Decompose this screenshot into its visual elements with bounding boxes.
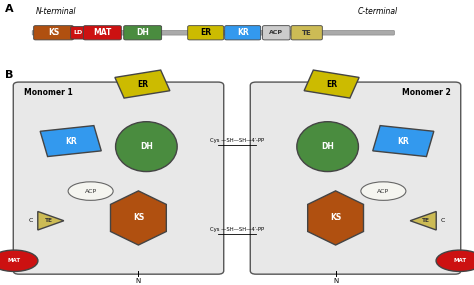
- Text: C: C: [441, 218, 445, 223]
- FancyBboxPatch shape: [291, 26, 322, 40]
- Text: MAT: MAT: [453, 258, 466, 263]
- Text: DH: DH: [140, 142, 153, 151]
- Text: KS: KS: [133, 213, 144, 223]
- FancyBboxPatch shape: [32, 30, 394, 35]
- Ellipse shape: [297, 122, 358, 172]
- Text: Monomer 1: Monomer 1: [24, 88, 73, 97]
- Text: MAT: MAT: [8, 258, 21, 263]
- Polygon shape: [410, 211, 436, 230]
- Polygon shape: [110, 191, 166, 245]
- Text: DH: DH: [136, 28, 149, 37]
- Text: MAT: MAT: [93, 28, 111, 37]
- Text: ER: ER: [326, 80, 337, 89]
- Text: Monomer 2: Monomer 2: [401, 88, 450, 97]
- Text: DH: DH: [321, 142, 334, 151]
- Text: N-terminal: N-terminal: [36, 7, 76, 16]
- Text: C-terminal: C-terminal: [358, 7, 398, 16]
- Text: KR: KR: [65, 137, 77, 146]
- Text: N: N: [333, 278, 338, 284]
- Polygon shape: [373, 126, 434, 156]
- FancyBboxPatch shape: [225, 26, 261, 40]
- Text: Cys —SH—SH—4′-PP: Cys —SH—SH—4′-PP: [210, 227, 264, 232]
- Text: TE: TE: [45, 218, 53, 223]
- Text: TE: TE: [421, 218, 429, 223]
- FancyBboxPatch shape: [13, 82, 224, 274]
- FancyBboxPatch shape: [83, 26, 121, 40]
- Ellipse shape: [361, 182, 406, 200]
- Polygon shape: [115, 70, 170, 98]
- FancyBboxPatch shape: [250, 82, 461, 274]
- Text: A: A: [5, 4, 13, 14]
- Text: ER: ER: [200, 28, 211, 37]
- Text: KR: KR: [397, 137, 409, 146]
- Polygon shape: [308, 191, 364, 245]
- Text: KR: KR: [237, 28, 248, 37]
- Ellipse shape: [436, 250, 474, 271]
- Ellipse shape: [0, 250, 38, 271]
- Text: LD: LD: [74, 30, 83, 35]
- Polygon shape: [304, 70, 359, 98]
- Ellipse shape: [116, 122, 177, 172]
- Ellipse shape: [68, 182, 113, 200]
- FancyBboxPatch shape: [263, 26, 290, 40]
- Text: ACP: ACP: [84, 189, 97, 194]
- FancyBboxPatch shape: [71, 27, 86, 39]
- Text: KS: KS: [48, 28, 59, 37]
- Polygon shape: [38, 211, 64, 230]
- Text: ACP: ACP: [377, 189, 390, 194]
- Text: TE: TE: [302, 30, 311, 36]
- Text: N: N: [136, 278, 141, 284]
- FancyBboxPatch shape: [188, 26, 224, 40]
- Text: KS: KS: [330, 213, 341, 223]
- Text: C: C: [29, 218, 33, 223]
- Text: ACP: ACP: [269, 30, 283, 35]
- Text: ER: ER: [137, 80, 148, 89]
- FancyBboxPatch shape: [124, 26, 162, 40]
- FancyBboxPatch shape: [34, 26, 73, 40]
- Text: B: B: [5, 70, 13, 80]
- Text: Cys —SH—SH—4′-PP: Cys —SH—SH—4′-PP: [210, 138, 264, 143]
- Polygon shape: [40, 126, 101, 156]
